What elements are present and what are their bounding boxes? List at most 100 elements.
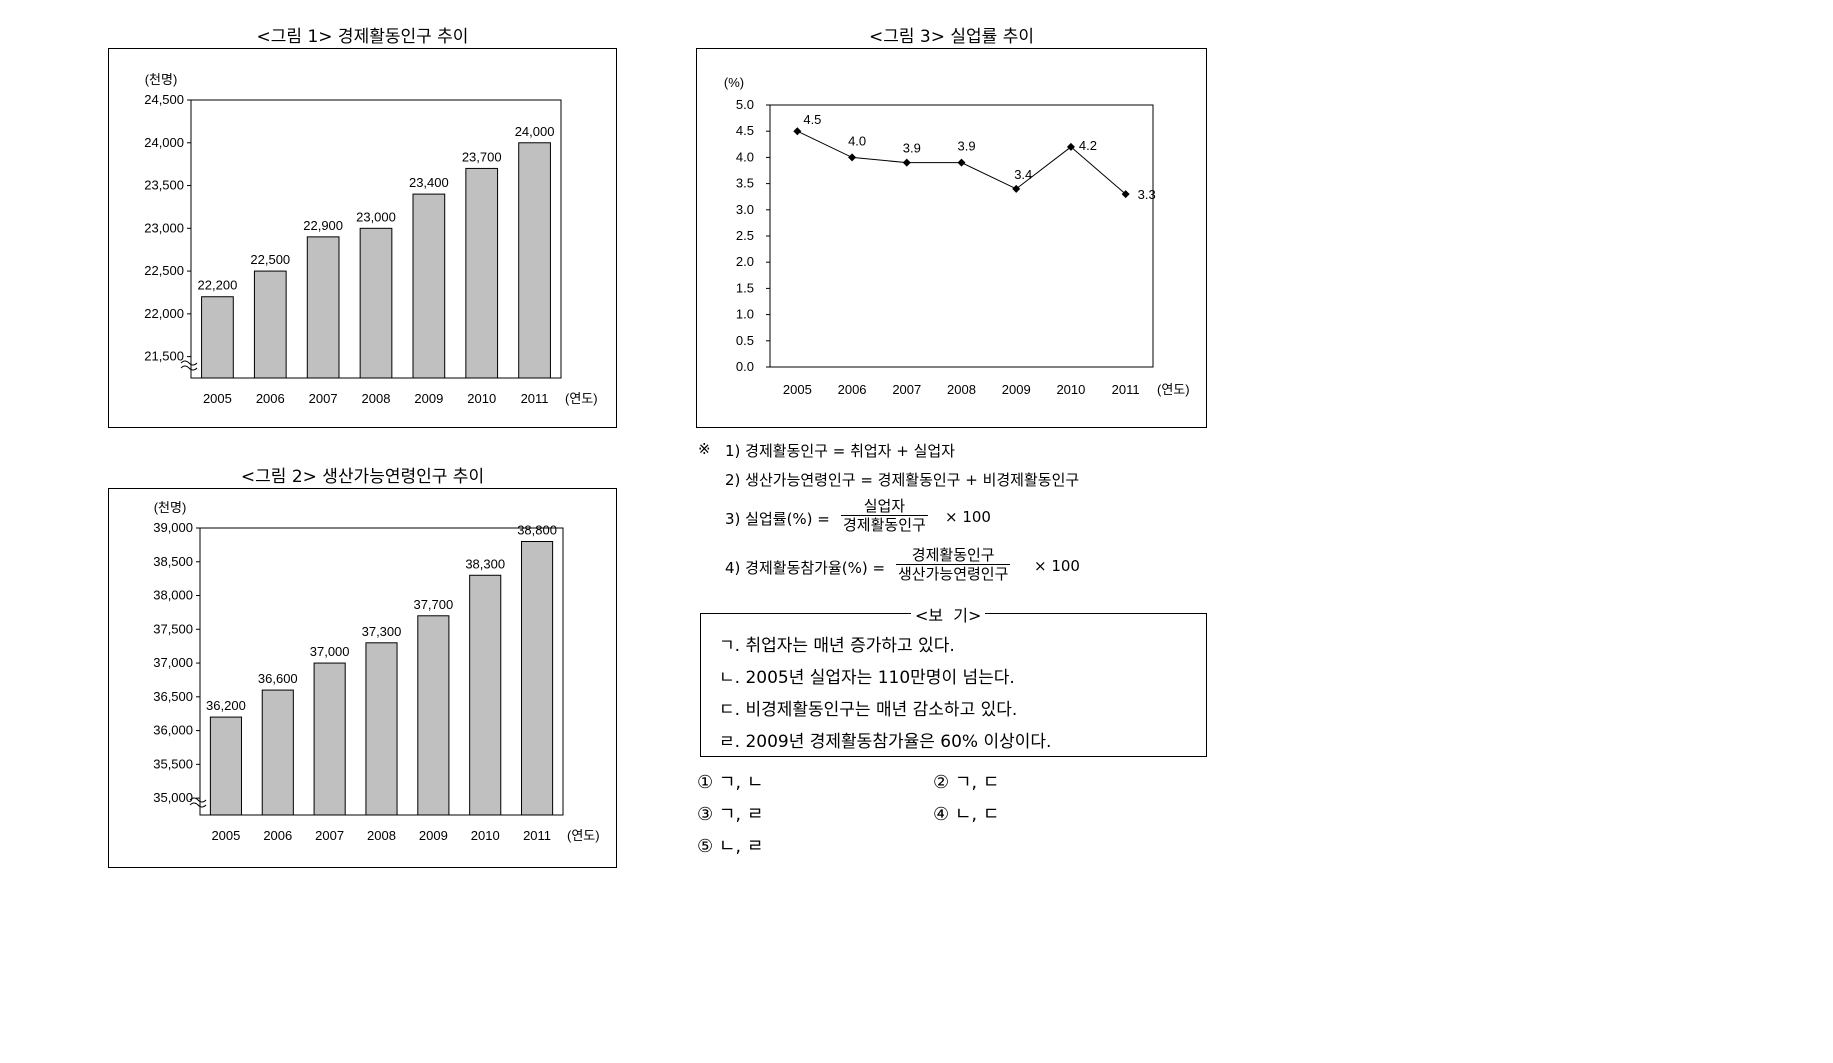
- note-1: 1) 경제활동인구 = 취업자 + 실업자: [725, 442, 955, 460]
- note-3-numerator: 실업자: [841, 498, 928, 516]
- fig1-y-tick-label: 21,500: [144, 349, 184, 364]
- fig1-y-tick-label: 23,000: [144, 220, 184, 235]
- fig3-y-tick-label: 0.5: [736, 333, 754, 348]
- fig1-y-tick-label: 23,500: [144, 178, 184, 193]
- fig3-y-tick-label: 3.0: [736, 202, 754, 217]
- fig2-x-tick-label: 2010: [471, 828, 500, 843]
- fig3-y-axis-label: (%): [724, 75, 744, 90]
- fig3-x-tick-label: 2006: [838, 382, 867, 397]
- bogi-item-3: ㄷ. 비경제활동인구는 매년 감소하고 있다.: [719, 700, 1018, 720]
- fig1-bar: [465, 167, 499, 379]
- note-3-denominator: 경제활동인구: [843, 516, 926, 534]
- fig3-data-point: [1121, 190, 1130, 199]
- fig1-data-label: 23,400: [409, 175, 449, 190]
- fig2-data-label: 36,600: [258, 671, 298, 686]
- fig2-y-tick-label: 36,000: [153, 723, 193, 738]
- fig2-data-label: 37,300: [362, 624, 402, 639]
- fig1-data-label: 23,700: [462, 149, 502, 164]
- fig2-x-tick-label: 2009: [419, 828, 448, 843]
- fig1-axis-break: [180, 360, 198, 371]
- fig1-bar: [518, 142, 551, 379]
- fig2-bar: [365, 642, 398, 816]
- fig1-data-label: 22,500: [250, 252, 290, 267]
- fig1-y-tick-label: 24,000: [144, 135, 184, 150]
- fig2-y-tick-label: 36,500: [153, 689, 193, 704]
- figure-2-bar-chart: 35,000 35,500 36,000 36,500 37,000 37,500 38,0…: [153, 500, 599, 843]
- fig3-y-tick-label: 1.0: [736, 307, 754, 322]
- bogi-item-4: ㄹ. 2009년 경제활동참가율은 60% 이상이다.: [719, 732, 1052, 752]
- fig1-x-tick-label: 2007: [309, 391, 338, 406]
- figure-1-bar-chart: 21,500 22,000 22,500 23,000 23,500 24,000 24,5…: [144, 72, 598, 406]
- bogi-title: <보 기>: [911, 602, 986, 626]
- figure-3-frame: 0.0 0.5 1.0 1.5 2.0 2.5 3.0 3.5 4.0 4.5 5.0 4.5 2005…: [696, 48, 1207, 428]
- fig2-bar: [209, 716, 242, 816]
- fig3-y-tick-label: 1.5: [736, 280, 754, 295]
- fig1-x-tick-label: 2005: [203, 391, 232, 406]
- fig2-y-tick-label: 35,500: [153, 756, 193, 771]
- fig2-y-tick-label: 38,500: [153, 554, 193, 569]
- fig2-x-tick-label: 2007: [315, 828, 344, 843]
- fig1-bar: [306, 236, 340, 379]
- choice-3[interactable]: ③ ㄱ, ㄹ: [697, 804, 764, 825]
- fig2-bar: [417, 615, 450, 816]
- fig3-x-tick-label: 2011: [1112, 382, 1140, 397]
- fig3-data-point: [957, 158, 966, 167]
- figure-1-frame: 21,500 22,000 22,500 23,000 23,500 24,000 24,5…: [108, 48, 617, 428]
- fig1-y-tick-label: 24,500: [144, 92, 184, 107]
- fig3-y-tick-label: 4.5: [736, 123, 754, 138]
- bogi-box: <보 기> ㄱ. 취업자는 매년 증가하고 있다. ㄴ. 2005년 실업자는 …: [700, 602, 1207, 757]
- fig2-y-tick-label: 37,500: [153, 621, 193, 636]
- fig1-x-tick-label: 2010: [467, 391, 496, 406]
- note-3-fraction: 실업자 경제활동인구: [841, 498, 928, 533]
- choice-1[interactable]: ① ㄱ, ㄴ: [697, 772, 764, 793]
- fig2-x-tick-label: 2006: [263, 828, 292, 843]
- fig2-x-tick-label: 2005: [211, 828, 240, 843]
- bogi-item-1: ㄱ. 취업자는 매년 증가하고 있다.: [719, 636, 955, 656]
- fig2-axis-break: [189, 797, 207, 808]
- fig1-data-label: 22,900: [303, 218, 343, 233]
- fig3-data-point: [1012, 184, 1021, 193]
- fig2-data-label: 37,700: [413, 597, 453, 612]
- note-4-denominator: 생산가능연령인구: [898, 565, 1009, 583]
- fig3-y-tick-label: 4.0: [736, 149, 754, 164]
- fig1-y-tick-label: 22,500: [144, 263, 184, 278]
- fig3-x-tick-label: 2009: [1002, 382, 1031, 397]
- fig1-x-axis-label: (연도): [565, 391, 598, 406]
- fig3-x-axis-label: (연도): [1157, 382, 1190, 397]
- fig3-data-point: [848, 153, 857, 162]
- note-4-suffix: × 100: [1034, 557, 1080, 575]
- fig1-x-tick-label: 2008: [362, 391, 391, 406]
- fig3-y-tick-label: 3.5: [736, 176, 754, 191]
- fig2-bar: [521, 541, 554, 816]
- figure-1-title: <그림 1> 경제활동인구 추이: [256, 27, 469, 47]
- choice-5[interactable]: ⑤ ㄴ, ㄹ: [697, 836, 764, 857]
- fig1-data-label: 22,200: [198, 278, 238, 293]
- fig1-data-label: 23,000: [356, 209, 396, 224]
- fig3-data-label: 4.0: [848, 133, 866, 148]
- fig2-bar: [313, 662, 346, 816]
- figure-2-frame: 35,000 35,500 36,000 36,500 37,000 37,500 38,0…: [108, 488, 617, 868]
- note-4-numerator: 경제활동인구: [896, 547, 1011, 565]
- figure-3-line-chart: 0.0 0.5 1.0 1.5 2.0 2.5 3.0 3.5 4.0 4.5 5.0 4.5 2005…: [724, 75, 1190, 397]
- fig2-x-tick-label: 2008: [367, 828, 396, 843]
- fig2-y-tick-label: 37,000: [153, 655, 193, 670]
- choice-4[interactable]: ④ ㄴ, ㄷ: [933, 804, 1000, 825]
- fig2-x-tick-label: 2011: [523, 828, 551, 843]
- fig3-x-tick-label: 2010: [1056, 382, 1085, 397]
- notes-mark: ※: [698, 440, 711, 458]
- fig2-y-tick-label: 35,000: [153, 790, 193, 805]
- fig1-bar: [412, 193, 446, 379]
- fig3-data-label: 3.9: [958, 139, 976, 154]
- fig2-data-label: 37,000: [310, 644, 350, 659]
- fig3-data-label: 3.9: [903, 141, 921, 156]
- fig3-data-label: 4.2: [1079, 138, 1097, 153]
- choice-2[interactable]: ② ㄱ, ㄷ: [933, 772, 1000, 793]
- fig3-y-tick-label: 2.0: [736, 254, 754, 269]
- fig3-x-tick-label: 2008: [947, 382, 976, 397]
- fig2-bar: [469, 574, 502, 816]
- fig2-y-tick-label: 39,000: [153, 520, 193, 535]
- fig1-bar: [253, 270, 287, 379]
- fig1-x-tick-label: 2011: [521, 391, 549, 406]
- fig3-data-label: 3.4: [1014, 167, 1032, 182]
- note-4-fraction: 경제활동인구 생산가능연령인구: [896, 547, 1011, 583]
